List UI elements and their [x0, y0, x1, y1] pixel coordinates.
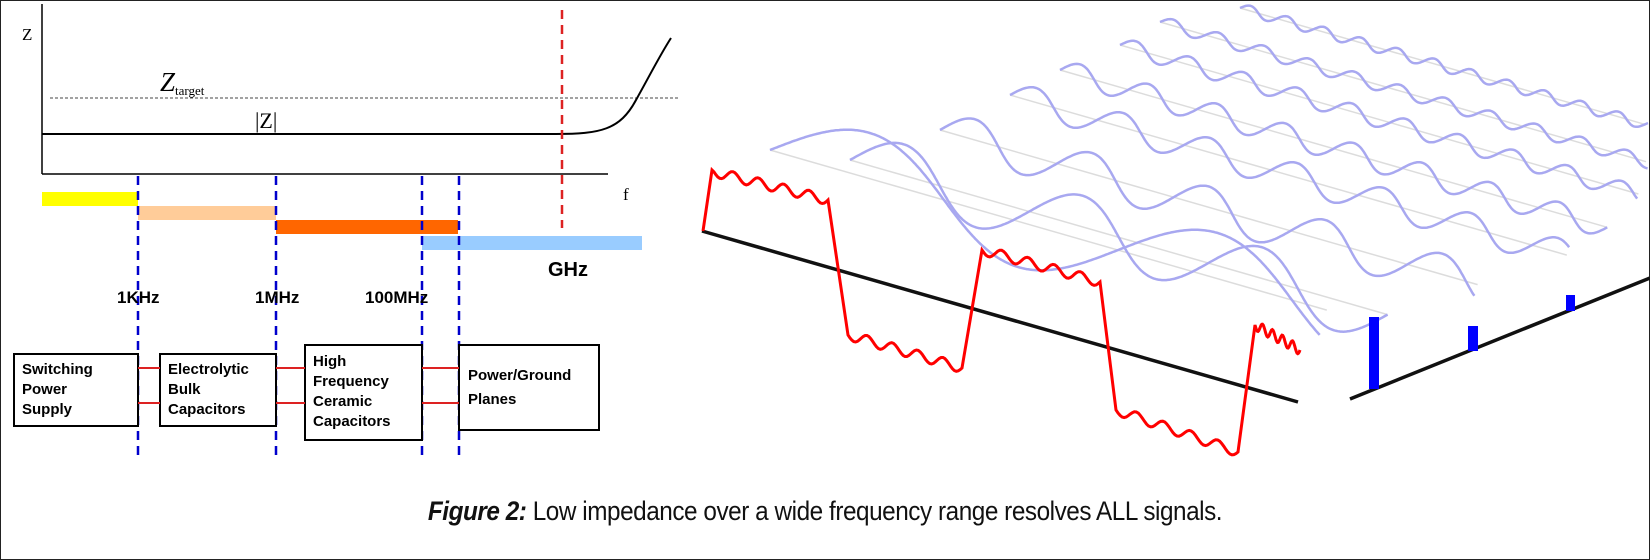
harmonic-wave	[1239, 4, 1649, 129]
label-ghz: GHz	[548, 259, 588, 281]
band-switching-supply	[42, 192, 138, 206]
frequency-boundaries	[136, 176, 461, 458]
frequency-bands	[42, 192, 642, 250]
target-label: Ztarget	[160, 67, 205, 98]
caption-prefix: Figure 2:	[427, 496, 527, 526]
harmonic-baseline	[1159, 21, 1647, 163]
frequency-labels: 1KHz 1MHz 100MHz GHz	[117, 259, 588, 307]
harmonic-wave	[1159, 17, 1648, 170]
y-axis-label: Z	[22, 25, 32, 44]
box-power-planes	[458, 344, 600, 431]
comp1-line1: Switching	[22, 361, 93, 378]
harmonic-waves	[769, 4, 1649, 336]
comp3-line4: Capacitors	[313, 413, 391, 430]
frequency-axis	[1349, 276, 1650, 401]
component-boxes: Switching Power Supply Electrolytic Bulk…	[13, 344, 600, 441]
label-1mhz: 1MHz	[255, 288, 299, 307]
time-axis	[701, 229, 1299, 404]
harmonic-baseline	[939, 129, 1478, 286]
impedance-plot: Z f Ztarget |Z|	[22, 4, 680, 228]
comp2-line2: Bulk	[168, 381, 201, 398]
box-bulk-capacitors	[159, 353, 277, 427]
figure-caption: Figure 2: Low impedance over a wide freq…	[83, 496, 1568, 527]
x-axis-label: f	[623, 185, 629, 204]
harmonic-baseline	[1009, 94, 1568, 256]
harmonic-baselines	[769, 7, 1647, 316]
comp4-line2: Planes	[468, 391, 516, 408]
band-power-planes	[422, 236, 642, 250]
spectrum-bars	[1369, 295, 1575, 389]
spectrum-bar	[1566, 295, 1575, 311]
harmonic-wave	[1119, 39, 1639, 200]
harmonic-wave	[849, 141, 1389, 333]
label-100mhz: 100MHz	[365, 288, 428, 307]
target-label-main: Z	[160, 67, 176, 97]
comp1-line2: Power	[22, 381, 67, 398]
fourier-illustration	[701, 4, 1650, 457]
component-labels: Switching Power Supply Electrolytic Bulk…	[22, 353, 571, 430]
spectrum-bar	[1369, 317, 1379, 389]
comp3-line3: Ceramic	[313, 393, 372, 410]
impedance-curve	[42, 37, 672, 135]
box-connectors	[138, 367, 459, 404]
comp2-line1: Electrolytic	[168, 361, 249, 378]
spectrum-bar	[1468, 326, 1478, 351]
harmonic-baseline	[769, 149, 1328, 311]
harmonic-wave	[1009, 85, 1571, 255]
target-label-sub: target	[175, 83, 205, 98]
comp1-line3: Supply	[22, 401, 73, 418]
comp3-line1: High	[313, 353, 346, 370]
band-bulk-capacitors	[138, 206, 276, 220]
box-switching-supply	[13, 353, 139, 427]
box-ceramic-capacitors	[304, 344, 423, 441]
square-wave	[701, 166, 1302, 457]
comp4-line1: Power/Ground	[468, 367, 571, 384]
caption-text: Low impedance over a wide frequency rang…	[526, 496, 1223, 526]
harmonic-wave	[939, 117, 1476, 297]
harmonic-wave	[1059, 62, 1608, 235]
band-ceramic-capacitors	[276, 220, 458, 234]
label-1khz: 1KHz	[117, 288, 160, 307]
curve-label: |Z|	[255, 108, 277, 133]
comp2-line3: Capacitors	[168, 401, 246, 418]
comp3-line2: Frequency	[313, 373, 390, 390]
